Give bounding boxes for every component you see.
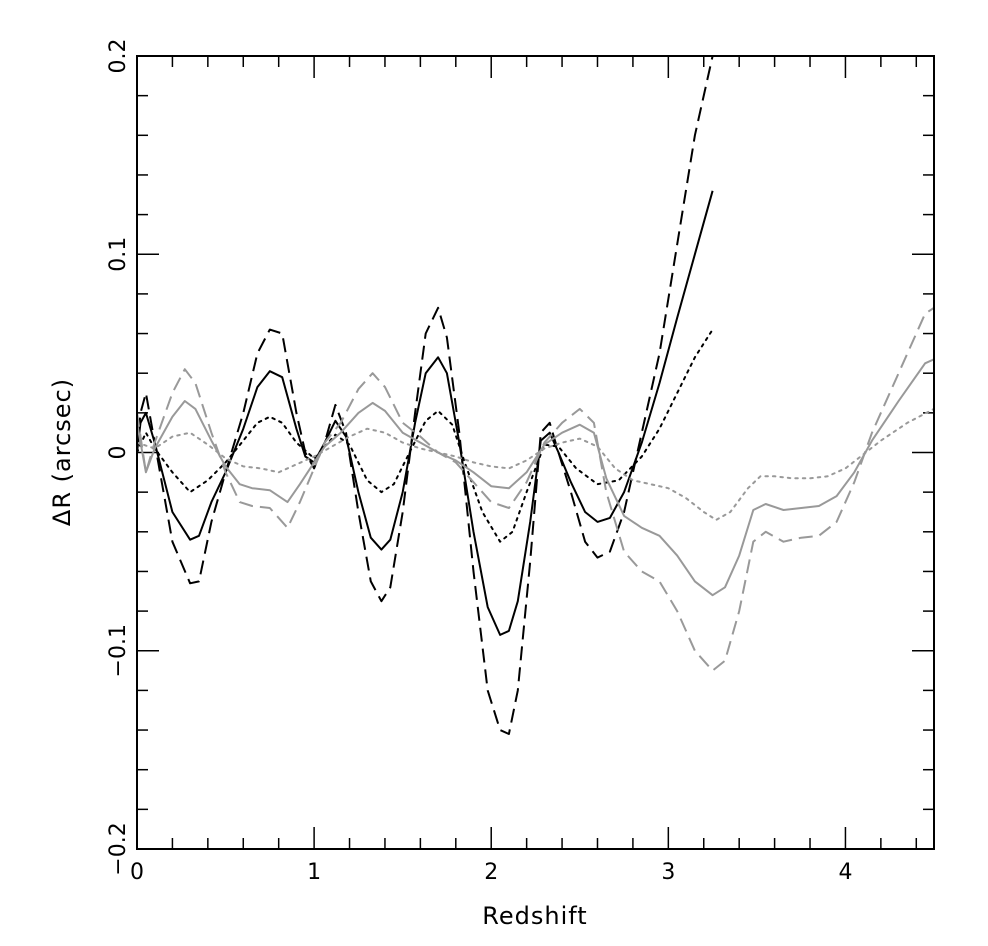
x-tick-label: 3 (661, 860, 675, 885)
y-tick-label: 0 (106, 446, 131, 460)
series-layer (137, 56, 934, 735)
series-line-3 (137, 328, 714, 543)
series-line-1 (137, 56, 714, 735)
y-tick-label: 0.2 (106, 39, 131, 74)
tick-labels: 0 1 2 3 4 −0.2 −0.1 0 0.1 0.2 (106, 39, 852, 886)
series-line-5 (137, 358, 934, 597)
plot-frame (136, 55, 935, 850)
x-tick-label: 0 (130, 860, 144, 885)
y-tick-label: −0.2 (106, 822, 131, 875)
x-tick-label: 2 (484, 860, 498, 885)
x-tick-label: 1 (307, 860, 321, 885)
x-axis-title: Redshift (482, 902, 587, 930)
series-line-6 (137, 407, 934, 521)
x-tick-label: 4 (838, 860, 852, 885)
y-tick-label: 0.1 (106, 237, 131, 272)
y-tick-label: −0.1 (106, 624, 131, 677)
axis-ticks (136, 55, 934, 850)
series-line-2 (137, 190, 714, 636)
series-line-4 (137, 306, 934, 672)
y-axis-title: ΔR (arcsec) (48, 378, 76, 526)
